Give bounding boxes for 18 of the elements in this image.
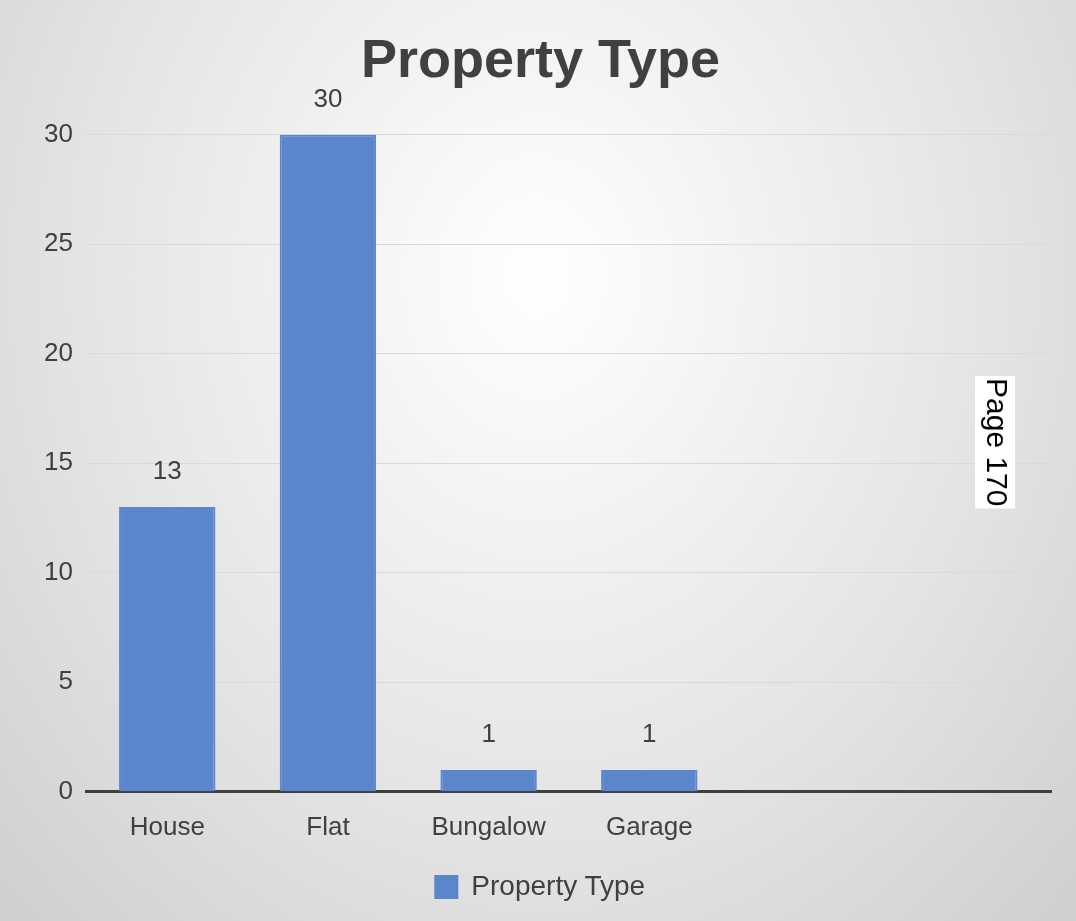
chart-title: Property Type	[360, 28, 721, 89]
x-tick-label: Flat	[306, 810, 351, 841]
y-tick-label: 15	[44, 446, 73, 477]
y-tick-label: 25	[44, 227, 73, 258]
y-tick-label: 5	[58, 665, 73, 696]
y-tick-label: 30	[44, 117, 73, 148]
y-tick-label: 0	[58, 774, 73, 805]
data-label: 1	[642, 718, 657, 749]
legend-label: Property Type	[471, 869, 646, 901]
y-tick-label: 10	[44, 555, 73, 586]
data-label: 13	[152, 455, 182, 486]
x-tick-label: Bungalow	[431, 810, 546, 841]
y-tick-label: 20	[44, 336, 73, 367]
annotation: Page 170	[980, 378, 1014, 507]
x-tick-label: House	[129, 810, 205, 841]
data-label: 30	[313, 82, 343, 113]
data-label: 1	[481, 718, 496, 749]
x-tick-label: Garage	[605, 810, 693, 841]
